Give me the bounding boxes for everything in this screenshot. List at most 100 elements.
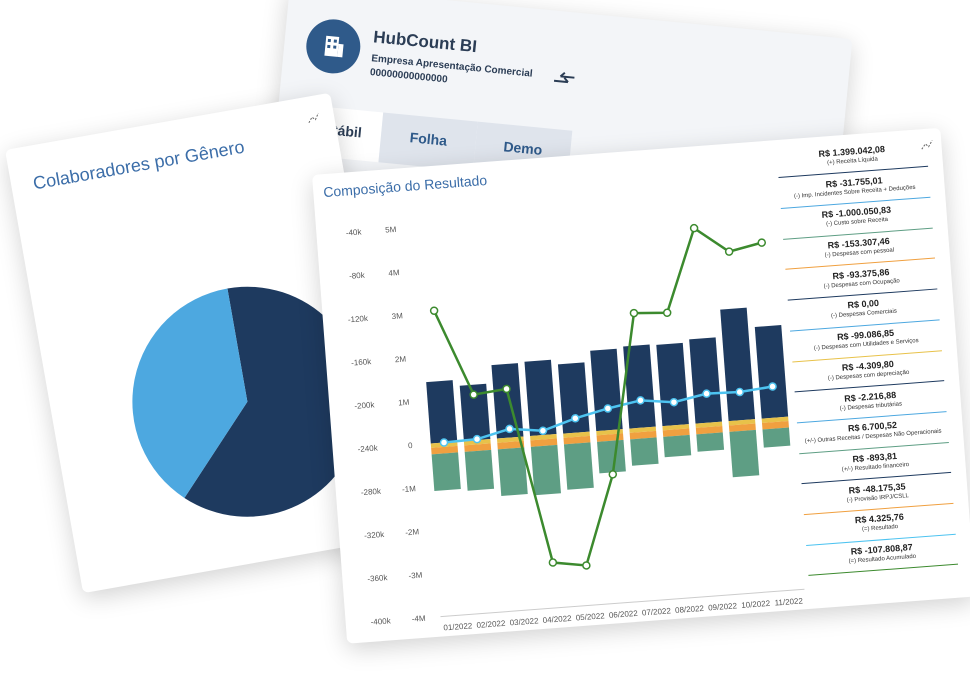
bar (459, 383, 491, 442)
bar (464, 443, 492, 452)
x-tick-label: 09/2022 (708, 601, 738, 612)
line-marker (429, 306, 439, 315)
bar (728, 419, 756, 426)
y-tick-label: 5M (385, 225, 397, 235)
x-tick-label: 04/2022 (542, 614, 572, 625)
bar (689, 337, 722, 424)
line-marker (629, 308, 639, 318)
bar (629, 426, 657, 433)
x-tick-label: 03/2022 (509, 616, 539, 627)
line-marker (502, 384, 511, 394)
bar (497, 447, 528, 497)
y2-tick-label: -160k (351, 357, 373, 368)
line-marker (702, 389, 711, 398)
y2-tick-label: -320k (364, 530, 386, 541)
line-marker (636, 396, 645, 405)
pie-slice (132, 288, 248, 498)
y-tick-label: 0 (408, 441, 414, 450)
pie-card: Colaboradores por Gênero (5, 92, 409, 594)
app-name: HubCount BI (372, 27, 478, 57)
y-tick-label: -2M (405, 527, 420, 537)
summary: R$ 1.399.042,08 (+) Receita Líquida R$ -31… (776, 136, 959, 577)
bar (590, 348, 623, 432)
bar (695, 421, 723, 428)
bar (720, 307, 756, 422)
y2-tick-label: -280k (361, 487, 383, 498)
bar (563, 435, 591, 445)
bar (761, 420, 789, 430)
bar (662, 424, 690, 431)
y-tick-label: 4M (388, 268, 400, 278)
menu-icon[interactable] (305, 109, 321, 125)
bar (695, 425, 723, 435)
bar (656, 342, 689, 427)
line-marker (735, 387, 744, 397)
y-tick-label: -4M (411, 614, 426, 624)
y2-tick-label: -400k (370, 616, 392, 627)
y-tick-label: -1M (402, 484, 417, 494)
switch-icon[interactable] (551, 71, 576, 89)
line-marker (505, 424, 514, 434)
line-marker (571, 414, 580, 423)
bar (524, 359, 557, 437)
y2-tick-label: -360k (367, 573, 389, 584)
line-marker (538, 426, 548, 435)
line-marker (724, 247, 734, 256)
bar (762, 427, 791, 448)
bar (530, 434, 557, 441)
line-marker (669, 397, 679, 407)
bar (426, 380, 458, 444)
bar (464, 449, 495, 491)
logo (303, 16, 363, 76)
line-marker (439, 438, 449, 447)
y-tick-label: 2M (395, 354, 407, 364)
bar (497, 440, 525, 450)
bar (629, 430, 657, 440)
result-card: Composição do Resultado 5M 4M 3M 2M 1M 0 -1M -2… (312, 127, 970, 644)
bar (630, 437, 659, 466)
line-marker (608, 470, 618, 479)
line-marker (603, 404, 613, 413)
x-tick-label: 08/2022 (675, 604, 705, 615)
bar (596, 429, 624, 436)
y2-tick-label: -40k (346, 227, 363, 237)
line-marker (582, 561, 591, 570)
y-tick-label: 1M (398, 398, 410, 408)
bar (729, 429, 760, 478)
x-tick-label: 10/2022 (741, 599, 771, 610)
bar (662, 428, 690, 437)
bar (563, 431, 590, 438)
x-tick-label: 07/2022 (642, 606, 672, 617)
bar (623, 344, 656, 429)
x-tick-label: 05/2022 (575, 611, 605, 622)
bar (563, 442, 594, 490)
x-tick-label: 01/2022 (443, 621, 473, 632)
y2-tick-label: -80k (349, 271, 366, 281)
header-card: HubCount BI Empresa Apresentação Comerci… (271, 0, 853, 229)
bar (496, 436, 524, 443)
x-tick-label: 06/2022 (609, 609, 639, 620)
line-marker (469, 390, 478, 399)
line-marker (662, 308, 672, 318)
x-tick-label: 11/2022 (774, 596, 803, 607)
line-marker (548, 558, 558, 567)
bar (754, 325, 789, 419)
bar (696, 432, 725, 452)
y2-tick-label: -240k (357, 443, 379, 454)
line-marker (689, 223, 699, 233)
line-marker (768, 382, 777, 391)
bar (530, 438, 558, 447)
bar (761, 416, 789, 423)
y2-tick-label: -200k (354, 400, 376, 411)
bar (728, 423, 756, 432)
line-marker (472, 434, 482, 444)
x-axis (440, 588, 805, 618)
bar (431, 445, 459, 455)
pie-slice (184, 286, 363, 517)
logo-icon (324, 35, 344, 58)
tab[interactable]: Folha (378, 112, 478, 172)
y2-tick-label: -120k (348, 314, 370, 325)
menu-icon[interactable] (919, 136, 934, 151)
bar (431, 452, 461, 492)
